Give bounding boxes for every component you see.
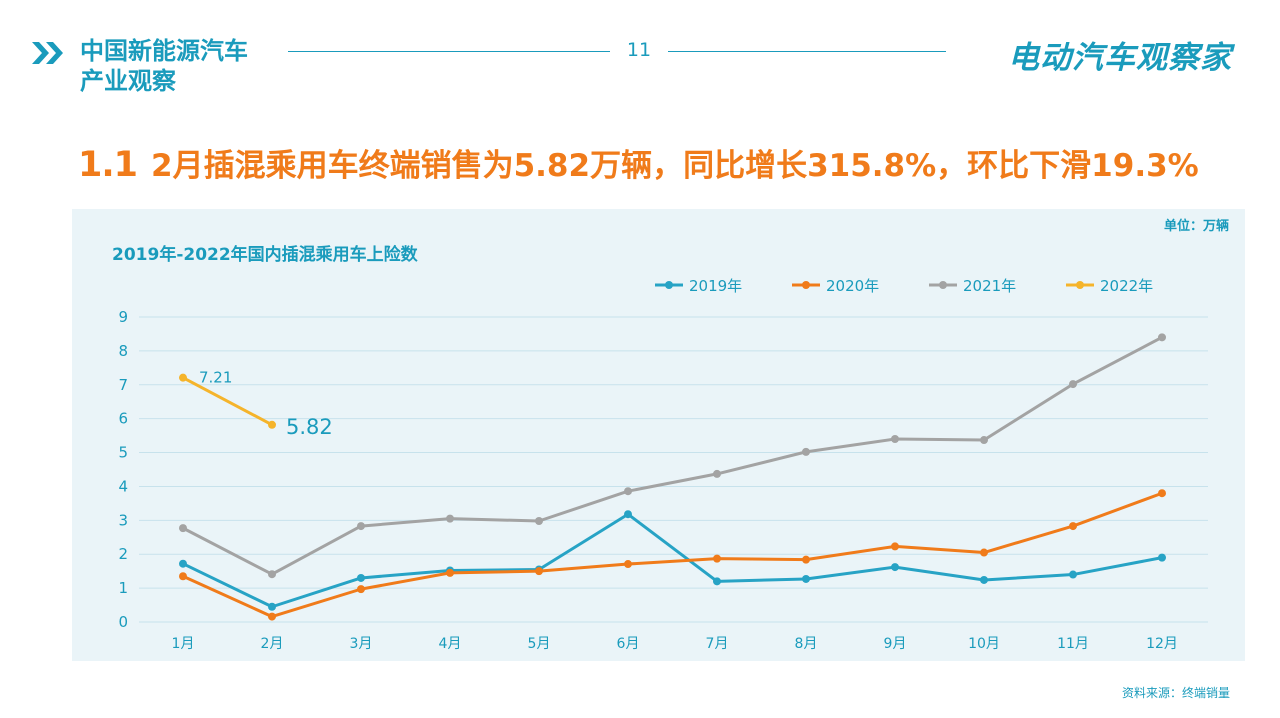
legend-label: 2021年 [963, 277, 1016, 295]
legend-marker [802, 281, 810, 289]
x-tick-label: 7月 [706, 636, 729, 652]
data-point [268, 602, 276, 611]
data-label: 5.82 [286, 415, 333, 439]
source-note: 资料来源：终端销量 [1121, 686, 1230, 700]
header-rule-left [288, 51, 610, 52]
x-tick-label: 6月 [617, 636, 640, 652]
data-point [268, 420, 276, 429]
data-point [357, 585, 365, 594]
data-point [446, 514, 454, 523]
data-point [980, 575, 988, 584]
data-point [980, 436, 988, 445]
y-tick-label: 5 [118, 444, 128, 462]
x-tick-label: 11月 [1057, 636, 1089, 652]
x-tick-label: 5月 [528, 636, 551, 652]
y-tick-label: 4 [118, 477, 128, 495]
data-point [357, 573, 365, 582]
series-line-2020年 [182, 491, 1163, 619]
data-point [624, 487, 632, 496]
section-title-line2: 产业观察 [80, 67, 176, 95]
y-tick-label: 9 [118, 308, 128, 326]
data-point [1158, 489, 1166, 498]
chart-title: 2019年-2022年国内插混乘用车上险数 [112, 245, 418, 265]
series-line-2022年 [182, 376, 273, 427]
x-tick-label: 12月 [1146, 636, 1178, 652]
data-point [179, 572, 187, 581]
data-point [802, 555, 810, 564]
legend-marker [939, 281, 947, 289]
line-chart: 0 1 2 3 4 5 6 7 8 9 1月 2月 3月 4月 5月 6月 7月 8月 9月 10月 11月 12月 7.2… [118, 277, 1208, 652]
x-tick-label: 8月 [795, 636, 818, 652]
chevron-double-icon [32, 42, 63, 64]
header-rule-right [668, 51, 946, 52]
data-point [446, 568, 454, 577]
headline: 1.1 2月插混乘用车终端销售为5.82万辆，同比增长315.8%，环比下滑19.… [78, 140, 1199, 185]
y-tick-label: 8 [118, 342, 128, 360]
data-point [802, 447, 810, 456]
y-tick-label: 1 [118, 579, 128, 597]
data-point [1158, 553, 1166, 562]
data-point [1069, 380, 1077, 389]
data-point [268, 612, 276, 621]
data-point [713, 469, 721, 478]
series-line-2019年 [182, 512, 1163, 609]
data-point [179, 373, 187, 382]
data-point [1158, 333, 1166, 342]
headline-text: 2月插混乘用车终端销售为5.82万辆，同比增长315.8%，环比下滑19.3% [151, 148, 1199, 184]
y-tick-label: 2 [118, 545, 128, 563]
data-point [179, 559, 187, 568]
y-tick-label: 3 [118, 511, 128, 529]
x-tick-label: 9月 [884, 636, 907, 652]
section-title: 中国新能源汽车 产业观察 [80, 36, 248, 96]
brand-logo: 电动汽车观察家 [1008, 40, 1232, 76]
data-point [980, 548, 988, 557]
data-point [891, 542, 899, 551]
data-point [802, 574, 810, 583]
legend-marker [1076, 281, 1084, 289]
legend-label: 2020年 [826, 277, 879, 295]
data-point [1069, 570, 1077, 579]
data-point [357, 522, 365, 531]
chart-panel: 单位：万辆 2019年-2022年国内插混乘用车上险数 0 1 2 3 4 5 6 7 8 9 1月… [72, 209, 1245, 661]
legend-label: 2022年 [1100, 277, 1153, 295]
x-tick-label: 2月 [261, 636, 284, 652]
data-point [535, 517, 543, 526]
y-tick-label: 6 [118, 410, 128, 428]
data-point [624, 510, 632, 519]
data-point [713, 554, 721, 563]
data-point [624, 560, 632, 569]
data-label: 7.21 [199, 369, 232, 387]
data-point [713, 577, 721, 586]
data-point [179, 524, 187, 533]
headline-number: 1.1 [78, 145, 138, 185]
x-tick-label: 1月 [172, 636, 195, 652]
x-tick-label: 3月 [350, 636, 373, 652]
legend-label: 2019年 [689, 277, 742, 295]
y-tick-label: 0 [118, 613, 128, 631]
x-tick-label: 10月 [968, 636, 1000, 652]
section-title-line1: 中国新能源汽车 [80, 37, 248, 65]
legend-marker [665, 281, 673, 289]
data-point [891, 435, 899, 443]
data-point [1069, 522, 1077, 531]
y-tick-label: 7 [118, 376, 128, 394]
data-point [268, 570, 276, 579]
data-point [535, 567, 543, 576]
series-line-2021年 [182, 336, 1163, 576]
page-number: 11 [626, 39, 652, 61]
unit-label: 单位：万辆 [1163, 219, 1229, 234]
x-tick-label: 4月 [439, 636, 462, 652]
data-point [891, 563, 899, 572]
